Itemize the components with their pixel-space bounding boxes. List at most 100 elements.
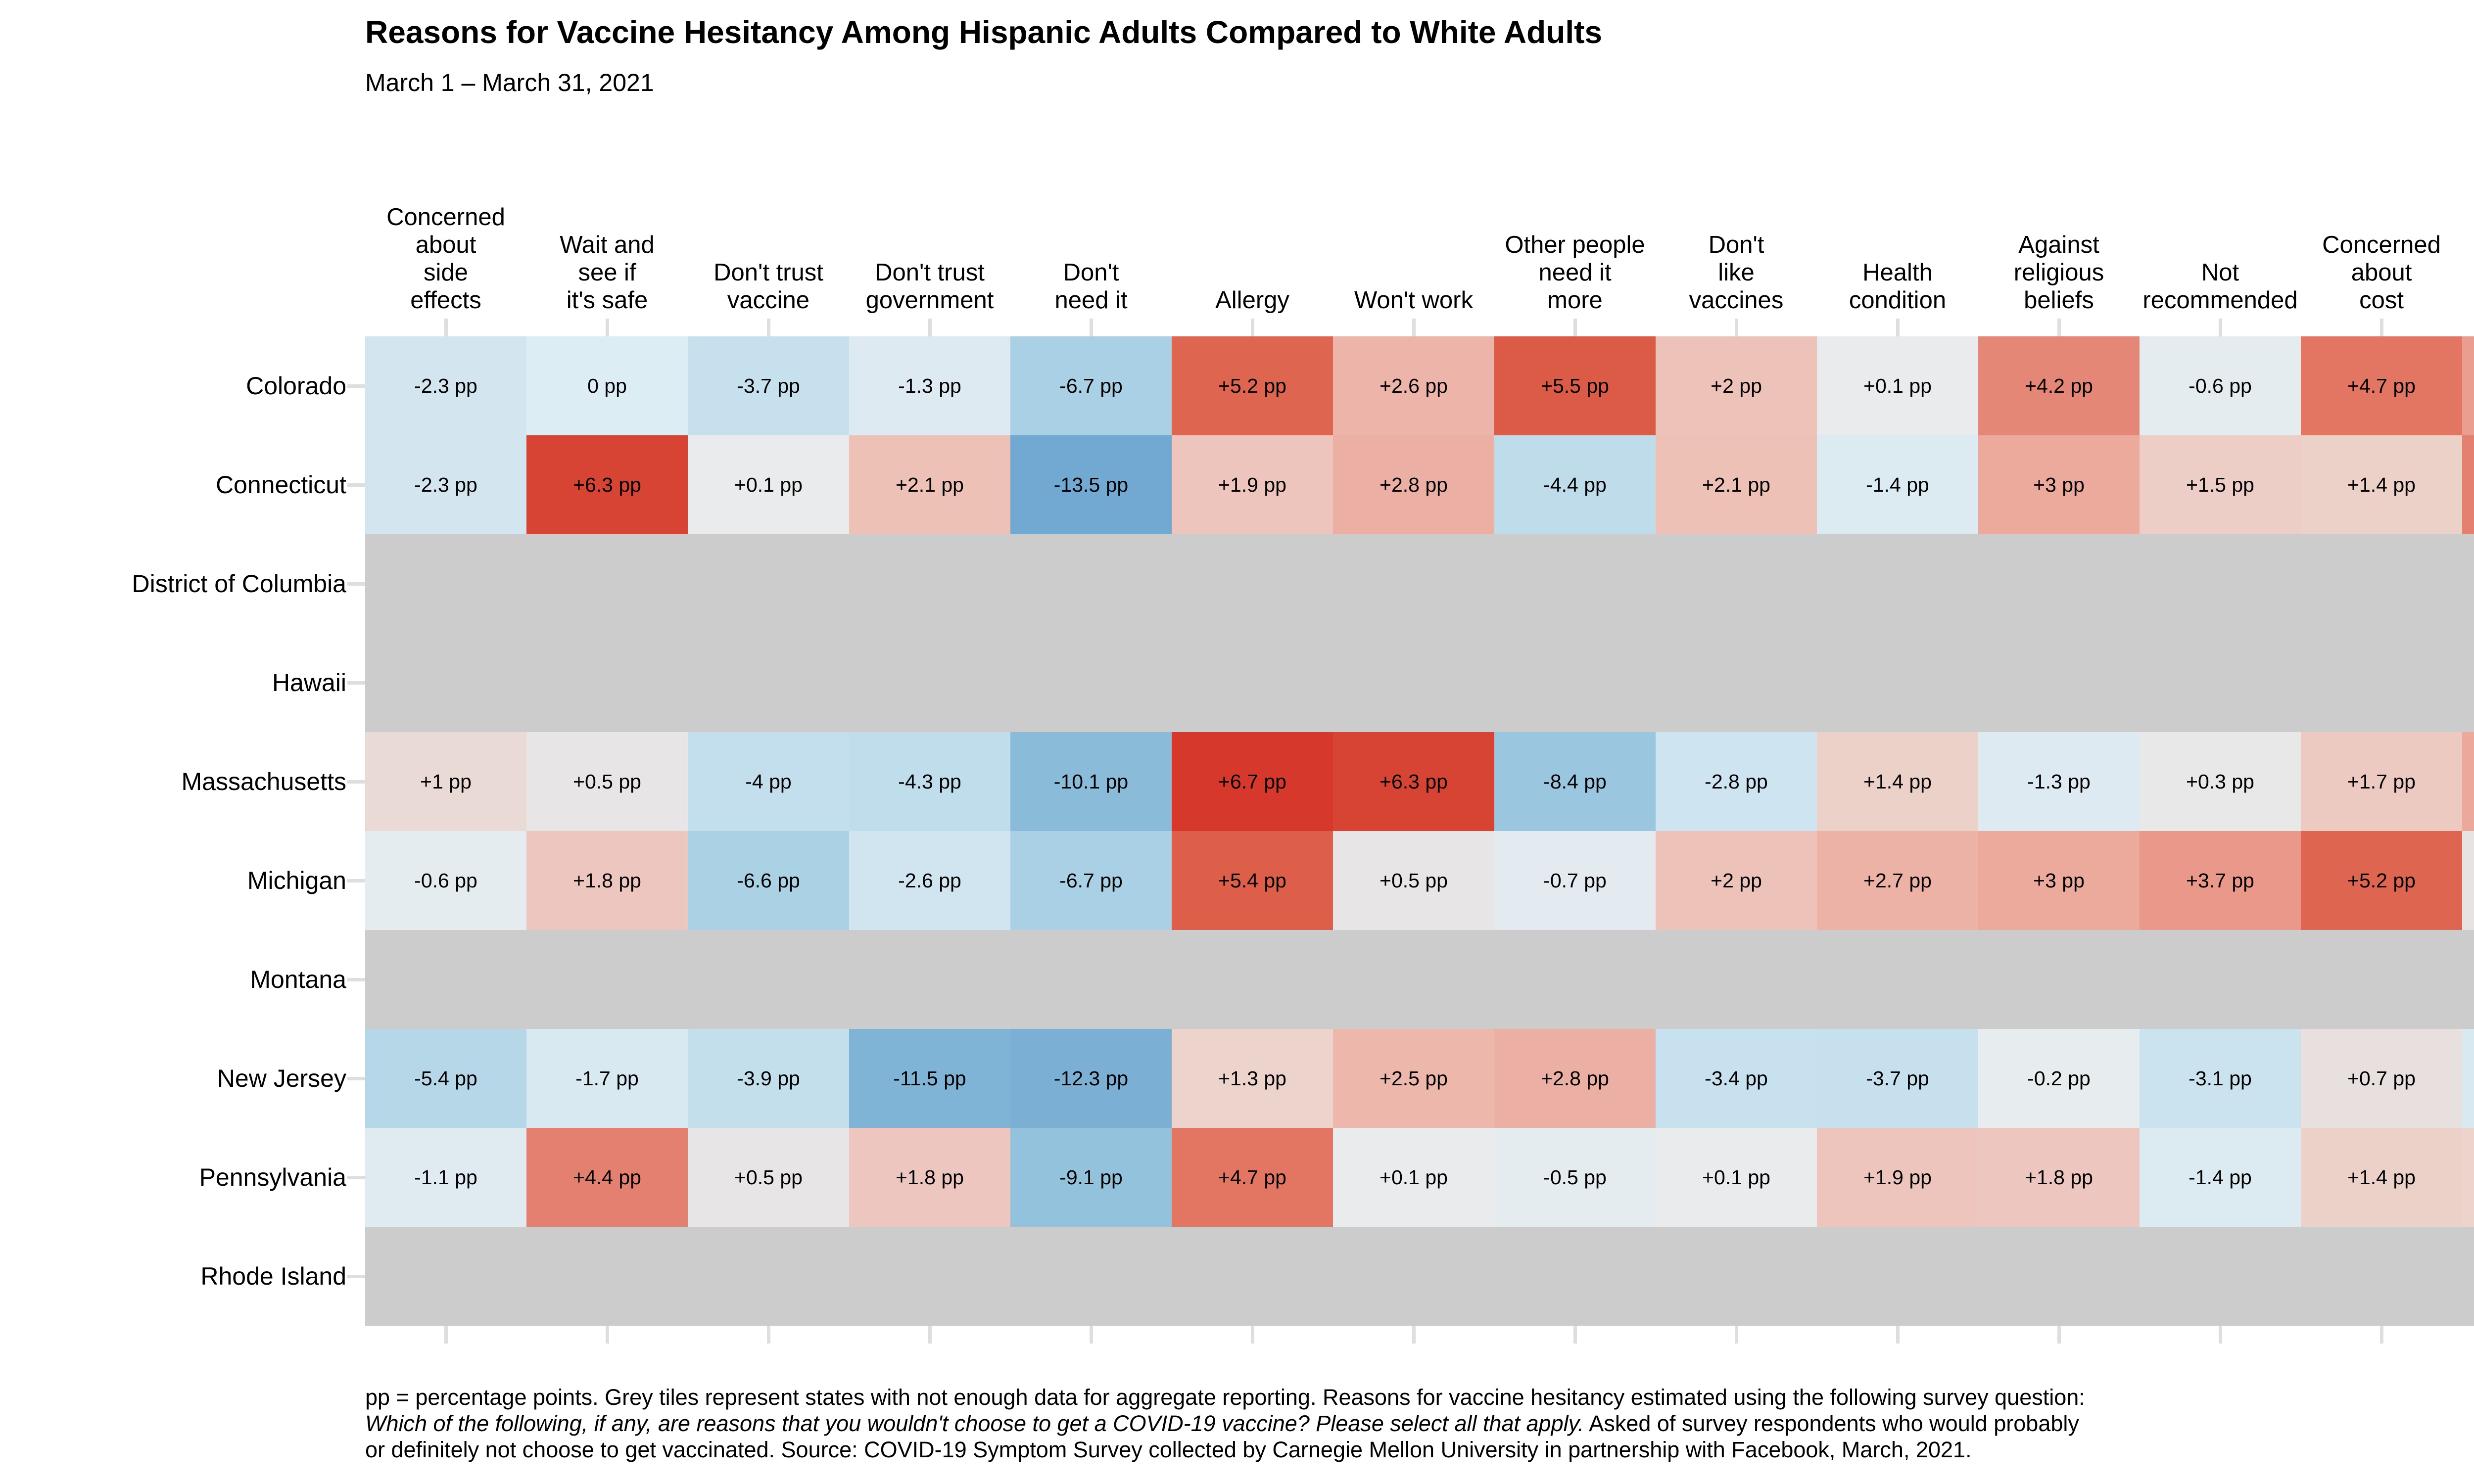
heatmap-cell: +0.1 pp xyxy=(688,435,849,534)
heatmap-cell xyxy=(1656,930,1817,1029)
heatmap-cell: +2 pp xyxy=(1656,831,1817,930)
heatmap-cell: +1.3 pp xyxy=(2462,1128,2474,1227)
axis-tick xyxy=(347,780,365,784)
heatmap-cell xyxy=(1656,633,1817,732)
axis-tick xyxy=(606,1326,609,1344)
heatmap-cell: +4.2 pp xyxy=(1978,336,2140,435)
heatmap-cell xyxy=(688,633,849,732)
axis-tick xyxy=(2380,1326,2383,1344)
heatmap-cell: +6.3 pp xyxy=(526,435,688,534)
heatmap-cell: -1.3 pp xyxy=(849,336,1010,435)
heatmap-cell: +5.2 pp xyxy=(2301,831,2462,930)
heatmap-cell: +0.5 pp xyxy=(526,732,688,831)
heatmap-cell: -1.1 pp xyxy=(365,1128,526,1227)
heatmap-cell: -2.8 pp xyxy=(1656,732,1817,831)
axis-tick xyxy=(347,483,365,487)
heatmap-cell xyxy=(1010,930,1172,1029)
axis-tick xyxy=(2219,1326,2222,1344)
heatmap-cell xyxy=(849,534,1010,633)
heatmap-cell xyxy=(1494,1227,1656,1326)
axis-tick xyxy=(928,1326,932,1344)
heatmap-cell xyxy=(1494,633,1656,732)
heatmap-cell: -13.5 pp xyxy=(1010,435,1172,534)
heatmap-cell: -3.7 pp xyxy=(688,336,849,435)
heatmap-cell xyxy=(526,534,688,633)
heatmap-cell: -0.6 pp xyxy=(2140,336,2301,435)
heatmap-cell xyxy=(526,930,688,1029)
heatmap-cell: +2.1 pp xyxy=(849,435,1010,534)
axis-tick xyxy=(1412,319,1416,336)
axis-tick xyxy=(347,1275,365,1278)
heatmap-cell: +1.4 pp xyxy=(2301,435,2462,534)
heatmap-cell: +2.6 pp xyxy=(1333,336,1494,435)
heatmap-cell: +3 pp xyxy=(1978,831,2140,930)
heatmap-cell xyxy=(1172,930,1333,1029)
heatmap-cell: -4 pp xyxy=(688,732,849,831)
heatmap-cell: -3.4 pp xyxy=(1656,1029,1817,1128)
axis-tick xyxy=(347,384,365,388)
axis-tick xyxy=(1251,319,1254,336)
heatmap-cell xyxy=(1494,930,1656,1029)
heatmap-cell: -0.6 pp xyxy=(365,831,526,930)
column-header: Allergy xyxy=(1215,287,1289,314)
heatmap-cell: -1.4 pp xyxy=(1817,435,1978,534)
row-label: Hawaii xyxy=(272,669,346,696)
heatmap-cell xyxy=(2462,930,2474,1029)
heatmap-cell xyxy=(1978,1227,2140,1326)
heatmap-cell xyxy=(2301,534,2462,633)
footnote-line-2: Which of the following, if any, are reas… xyxy=(365,1410,2085,1437)
heatmap-cell: +3.5 pp xyxy=(2462,336,2474,435)
heatmap-cell: +1.4 pp xyxy=(1817,732,1978,831)
footnote-survey-question: Which of the following, if any, are reas… xyxy=(365,1411,1584,1436)
heatmap-cell: +4.7 pp xyxy=(1172,1128,1333,1227)
axis-tick xyxy=(1896,319,1900,336)
heatmap-cell xyxy=(1333,930,1494,1029)
axis-tick xyxy=(444,1326,448,1344)
heatmap-cell xyxy=(526,633,688,732)
heatmap-cell xyxy=(1010,1227,1172,1326)
column-header: Health condition xyxy=(1849,259,1947,314)
heatmap-cell: -1.3 pp xyxy=(1978,732,2140,831)
heatmap-cell xyxy=(2301,930,2462,1029)
axis-tick xyxy=(347,879,365,882)
column-header: Don't trust government xyxy=(865,259,994,314)
axis-tick xyxy=(2219,319,2222,336)
heatmap-cell xyxy=(1333,1227,1494,1326)
row-label: Colorado xyxy=(246,372,346,400)
heatmap-cell xyxy=(1010,534,1172,633)
axis-tick xyxy=(1735,319,1738,336)
heatmap-cell xyxy=(1172,1227,1333,1326)
heatmap-cell xyxy=(2140,633,2301,732)
column-header: Concerned about cost xyxy=(2322,232,2441,314)
column-header: Not recommended xyxy=(2142,259,2298,314)
row-label: Connecticut xyxy=(215,471,346,499)
column-header: Against religious beliefs xyxy=(2013,232,2104,314)
axis-tick xyxy=(347,582,365,586)
heatmap-cell: -6.6 pp xyxy=(688,831,849,930)
heatmap-cell: +0.1 pp xyxy=(1333,1128,1494,1227)
footnote-line-3: or definitely not choose to get vaccinat… xyxy=(365,1437,1972,1462)
heatmap-cell: +6.3 pp xyxy=(1333,732,1494,831)
heatmap-cell xyxy=(2140,534,2301,633)
column-header: Don't need it xyxy=(1054,259,1128,314)
heatmap-cell: -9.1 pp xyxy=(1010,1128,1172,1227)
heatmap-cell: +0.1 pp xyxy=(1656,1128,1817,1227)
heatmap-cell: +0.3 pp xyxy=(2140,732,2301,831)
heatmap-cell: -8.4 pp xyxy=(1494,732,1656,831)
heatmap-cell xyxy=(2140,1227,2301,1326)
heatmap-cell: 0 pp xyxy=(526,336,688,435)
heatmap-cell: +3.1 pp xyxy=(2462,732,2474,831)
heatmap-cell: +1.8 pp xyxy=(526,831,688,930)
heatmap-cell xyxy=(365,1227,526,1326)
column-header: Don't like vaccines xyxy=(1689,232,1784,314)
axis-tick xyxy=(347,1176,365,1179)
heatmap-cell xyxy=(849,930,1010,1029)
heatmap-cell: -1.7 pp xyxy=(2462,1029,2474,1128)
heatmap-cell: +6.7 pp xyxy=(1172,732,1333,831)
heatmap-cell: -3.1 pp xyxy=(2140,1029,2301,1128)
row-label: District of Columbia xyxy=(132,570,346,598)
axis-tick xyxy=(1251,1326,1254,1344)
heatmap-cell: +5.2 pp xyxy=(1172,336,1333,435)
heatmap-cell: -6.7 pp xyxy=(1010,831,1172,930)
row-label: New Jersey xyxy=(217,1065,346,1092)
